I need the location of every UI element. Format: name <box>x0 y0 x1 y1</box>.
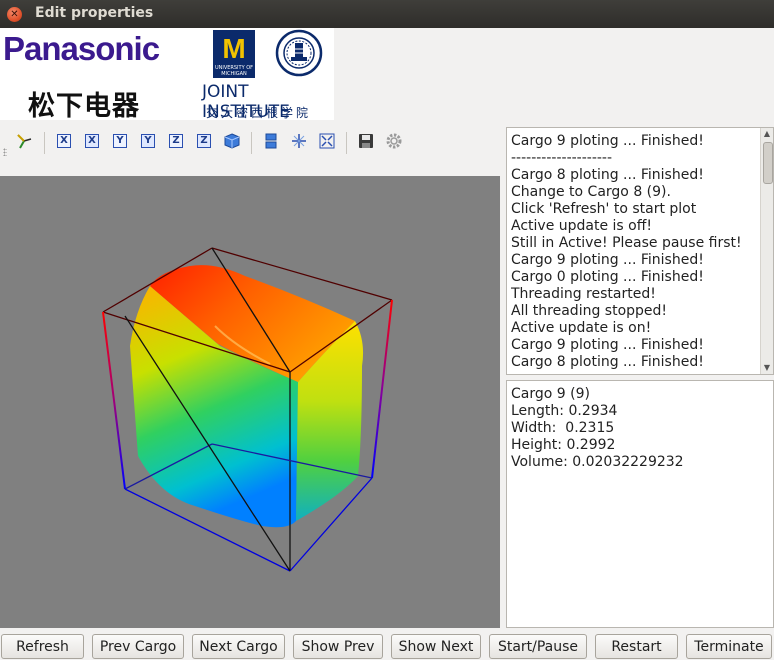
show-next-button[interactable]: Show Next <box>391 634 481 659</box>
cargo-height: Height: 0.2992 <box>511 437 616 453</box>
cargo-volume: Volume: 0.02032229232 <box>511 454 684 470</box>
bounding-box <box>102 247 393 572</box>
cargo-top-face <box>150 265 355 382</box>
iso-view-icon[interactable] <box>223 132 241 150</box>
scroll-thumb[interactable] <box>763 142 773 184</box>
cargo-info-lines: Cargo 9 (9) Length: 0.2934 Width: 0.2315… <box>511 386 684 471</box>
log-output[interactable]: Cargo 9 ploting ... Finished! ----------… <box>506 127 774 375</box>
toolbar-separator <box>346 132 347 154</box>
log-line: Click 'Refresh' to start plot <box>511 201 697 217</box>
log-line: Cargo 9 ploting ... Finished! <box>511 337 704 353</box>
view-z-icon[interactable]: Z <box>167 132 185 150</box>
toolbar-separator <box>251 132 252 154</box>
panasonic-wordmark: Panasonic <box>3 30 160 67</box>
log-line: Cargo 9 ploting ... Finished! <box>511 133 704 149</box>
joint-institute-title: JOINT INSTITUTE <box>202 82 290 122</box>
reset-view-icon[interactable] <box>290 132 308 150</box>
window-title: Edit properties <box>35 5 154 21</box>
terminate-button[interactable]: Terminate <box>686 634 772 659</box>
view-y-minus-icon[interactable]: Y <box>139 132 157 150</box>
scroll-up-icon[interactable]: ▲ <box>763 129 771 138</box>
joint-institute-logo: M UNIVERSITY OF MICHIGAN JOINT INSTITUTE… <box>192 28 334 122</box>
view-y-icon[interactable]: Y <box>111 132 129 150</box>
toolbar-separator <box>44 132 45 154</box>
log-line: Cargo 0 ploting ... Finished! <box>511 269 704 285</box>
start-pause-button[interactable]: Start/Pause <box>489 634 587 659</box>
cargo-right-face <box>296 321 364 521</box>
axes-icon[interactable] <box>15 132 33 150</box>
michigan-logo-icon: M UNIVERSITY OF MICHIGAN <box>213 30 255 78</box>
show-prev-button[interactable]: Show Prev <box>293 634 383 659</box>
cargo-info[interactable]: Cargo 9 (9) Length: 0.2934 Width: 0.2315… <box>506 380 774 628</box>
cargo-length: Length: 0.2934 <box>511 403 618 419</box>
sjtu-seal-icon <box>275 29 323 77</box>
log-line: -------------------- <box>511 150 613 166</box>
cargo-3d-render <box>102 247 393 572</box>
fullscreen-icon[interactable] <box>318 132 336 150</box>
restart-button[interactable]: Restart <box>595 634 678 659</box>
log-line: Cargo 9 ploting ... Finished! <box>511 252 704 268</box>
settings-icon[interactable] <box>385 132 403 150</box>
log-line: Threading restarted! <box>511 286 656 302</box>
log-line: Change to Cargo 8 (9). <box>511 184 671 200</box>
log-scrollbar[interactable]: ▲ ▼ <box>760 128 773 374</box>
two-views-icon[interactable] <box>262 132 280 150</box>
view-x-minus-icon[interactable]: X <box>83 132 101 150</box>
log-line: Cargo 8 ploting ... Finished! <box>511 354 704 370</box>
view-z-minus-icon[interactable]: Z <box>195 132 213 150</box>
joint-institute-chinese: 交大密西根学院 <box>206 106 312 120</box>
toolbar-grip[interactable] <box>3 148 7 156</box>
log-line: Active update is on! <box>511 320 652 336</box>
cargo-name: Cargo 9 (9) <box>511 386 590 402</box>
view-x-icon[interactable]: X <box>55 132 73 150</box>
3d-viewport[interactable] <box>0 176 500 628</box>
cargo-front-face <box>130 286 298 528</box>
window-titlebar: ✕ Edit properties <box>0 0 774 28</box>
panasonic-logo: Panasonic 松下电器 <box>0 28 192 122</box>
cargo-width: Width: 0.2315 <box>511 420 615 436</box>
prev-cargo-button[interactable]: Prev Cargo <box>92 634 184 659</box>
log-line: All threading stopped! <box>511 303 668 319</box>
next-cargo-button[interactable]: Next Cargo <box>192 634 285 659</box>
close-icon[interactable]: ✕ <box>7 7 22 22</box>
scroll-down-icon[interactable]: ▼ <box>763 363 771 372</box>
log-line: Cargo 8 ploting ... Finished! <box>511 167 704 183</box>
log-lines: Cargo 9 ploting ... Finished! ----------… <box>511 133 757 371</box>
log-line: Still in Active! Please pause first! <box>511 235 742 251</box>
save-icon[interactable] <box>357 132 375 150</box>
panasonic-chinese-name: 松下电器 <box>28 91 140 122</box>
view-toolbar: X X Y Y Z Z <box>0 128 500 158</box>
log-line: Active update is off! <box>511 218 652 234</box>
refresh-button[interactable]: Refresh <box>1 634 84 659</box>
